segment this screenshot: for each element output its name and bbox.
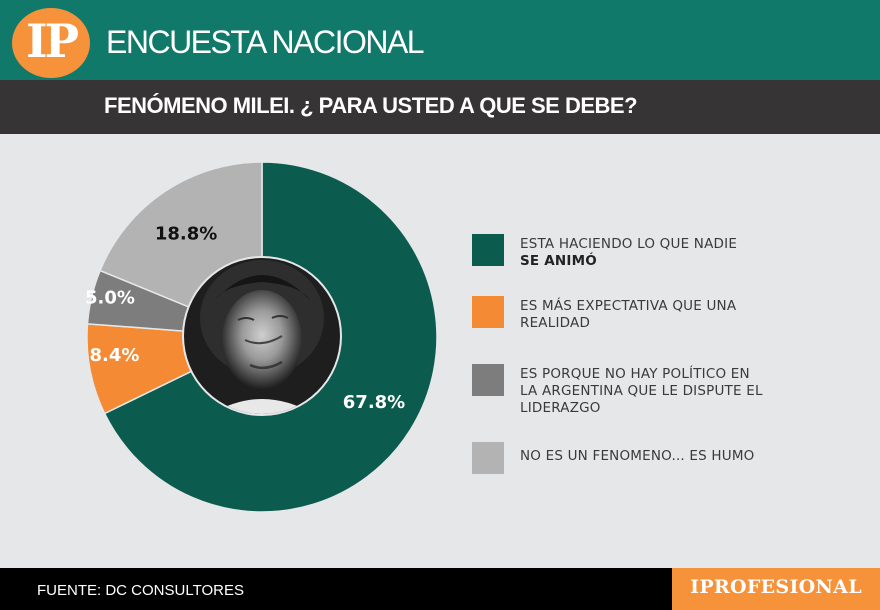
ip-logo: IP xyxy=(12,8,90,78)
legend-swatch xyxy=(472,234,504,266)
slice-labels: 67.8% 8.4% 5.0% 18.8% xyxy=(85,224,405,413)
legend-swatch xyxy=(472,296,504,328)
portrait-photo-icon xyxy=(182,256,342,416)
legend-swatch xyxy=(472,442,504,474)
survey-question: FENÓMENO MILEI. ¿ PARA USTED A QUE SE DE… xyxy=(104,93,638,118)
slice-value-label: 5.0% xyxy=(85,287,135,308)
legend-label: LIDERAZGO xyxy=(520,400,601,416)
legend-label: ES MÁS EXPECTATIVA QUE UNA xyxy=(520,298,737,314)
slice-value-label: 18.8% xyxy=(155,224,217,245)
legend-label-bold: SE ANIMÓ xyxy=(520,253,597,269)
legend-label: LA ARGENTINA QUE LE DISPUTE EL xyxy=(520,383,763,399)
brand-logo: IPROFESIONAL xyxy=(672,568,880,610)
legend-label: ESTA HACIENDO LO QUE NADIE xyxy=(520,236,738,252)
source-text: FUENTE: DC CONSULTORES xyxy=(37,582,244,599)
legend-label: REALIDAD xyxy=(520,315,591,331)
slice-value-label: 8.4% xyxy=(89,345,139,366)
legend-swatch xyxy=(472,364,504,396)
page-title: ENCUESTA NACIONAL xyxy=(106,24,425,60)
legend-label: ES PORQUE NO HAY POLÍTICO EN xyxy=(520,366,750,382)
legend-label: NO ES UN FENOMENO... ES HUMO xyxy=(520,448,755,464)
header-bar xyxy=(0,0,880,80)
slice-value-label: 67.8% xyxy=(343,392,405,413)
question-bar xyxy=(0,80,880,134)
logo-text: IP xyxy=(25,14,79,68)
brand-text: IPROFESIONAL xyxy=(690,576,862,598)
